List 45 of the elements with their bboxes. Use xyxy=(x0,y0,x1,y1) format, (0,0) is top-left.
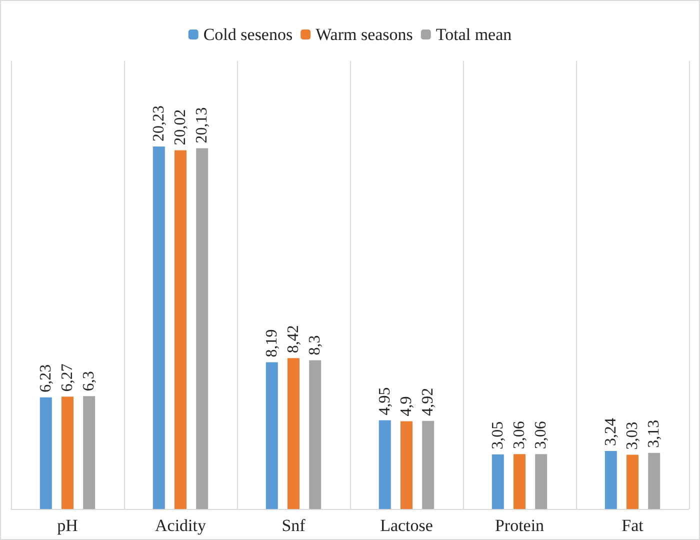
bar xyxy=(40,397,52,509)
legend-label: Warm seasons xyxy=(316,25,413,44)
x-tick-label: Lactose xyxy=(380,516,433,535)
data-label: 4,95 xyxy=(376,387,394,416)
data-label: 3,03 xyxy=(624,422,641,450)
x-tick-label: pH xyxy=(57,516,78,535)
data-label: 8,3 xyxy=(306,335,324,356)
bar xyxy=(309,360,322,509)
bar xyxy=(535,454,548,509)
bar xyxy=(288,358,300,509)
data-label: 6,27 xyxy=(59,364,76,392)
bar xyxy=(266,362,278,509)
data-label: 4,9 xyxy=(398,396,415,416)
data-label: 3,06 xyxy=(511,421,528,450)
data-label: 3,06 xyxy=(532,421,550,450)
bar xyxy=(648,452,660,509)
bar xyxy=(62,396,74,509)
data-label: 4,92 xyxy=(420,388,437,416)
bar xyxy=(174,150,186,509)
x-tick-label: Fat xyxy=(622,516,644,535)
bar xyxy=(626,454,638,509)
data-label: 3,24 xyxy=(602,418,620,446)
x-tick-label: Acidity xyxy=(155,516,206,535)
bar xyxy=(514,454,526,509)
data-label: 20,23 xyxy=(150,105,168,142)
legend-label: Cold sesenos xyxy=(203,25,293,44)
bar xyxy=(83,396,96,509)
bar xyxy=(604,450,617,509)
data-label: 20,13 xyxy=(194,107,211,144)
legend-label: Total mean xyxy=(436,25,512,44)
x-tick-label: Protein xyxy=(494,516,545,535)
data-label: 6,3 xyxy=(80,371,98,392)
data-label: 8,42 xyxy=(285,325,302,354)
bar xyxy=(152,146,165,509)
data-label: 8,19 xyxy=(263,329,280,358)
bar xyxy=(196,148,208,509)
data-label: 6,23 xyxy=(37,364,54,392)
data-label: 3,13 xyxy=(646,420,663,448)
bar xyxy=(400,421,412,509)
bar xyxy=(422,420,434,509)
bar xyxy=(492,454,504,509)
bar xyxy=(378,420,391,509)
data-label: 3,05 xyxy=(489,421,506,450)
data-label: 20,02 xyxy=(172,109,189,146)
x-tick-label: Snf xyxy=(282,516,306,535)
